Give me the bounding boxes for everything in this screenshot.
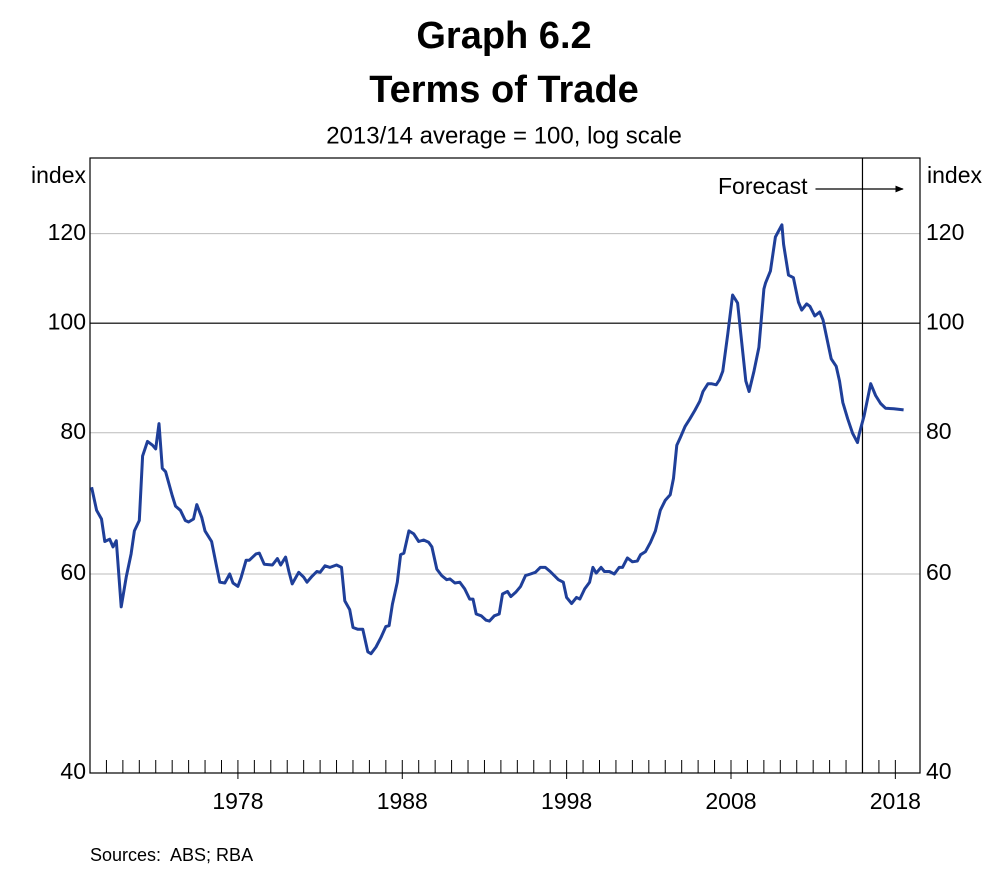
y-tick-label: 120: [48, 219, 86, 245]
source: Sources: ABS; RBA: [90, 845, 253, 865]
y-tick-label: 80: [60, 418, 86, 444]
x-tick-label: 1998: [541, 788, 592, 814]
chart-note: 2013/14 average = 100, log scale: [326, 122, 682, 149]
y-tick-label: 40: [60, 758, 86, 784]
chart-subtitle: Terms of Trade: [369, 69, 639, 111]
x-tick-label: 1978: [212, 788, 263, 814]
y2-tick-label: 120: [926, 219, 964, 245]
plot-frame: [89, 157, 921, 774]
chart-title: Graph 6.2: [416, 15, 591, 57]
x-tick-label: 2008: [705, 788, 756, 814]
y2-tick-label: 40: [926, 758, 952, 784]
y-tick-label: 60: [60, 559, 86, 585]
y2-tick-label: 100: [926, 308, 964, 334]
x-tick-label: 1988: [377, 788, 428, 814]
x-tick-label: 2018: [870, 788, 921, 814]
y2-axis-label: index: [927, 162, 982, 188]
forecast-label: Forecast: [718, 173, 808, 199]
y2-tick-label: 80: [926, 418, 952, 444]
y-tick-label: 100: [48, 308, 86, 334]
y-axis-label: index: [31, 162, 86, 188]
data-line: [90, 223, 904, 656]
y2-tick-label: 60: [926, 559, 952, 585]
